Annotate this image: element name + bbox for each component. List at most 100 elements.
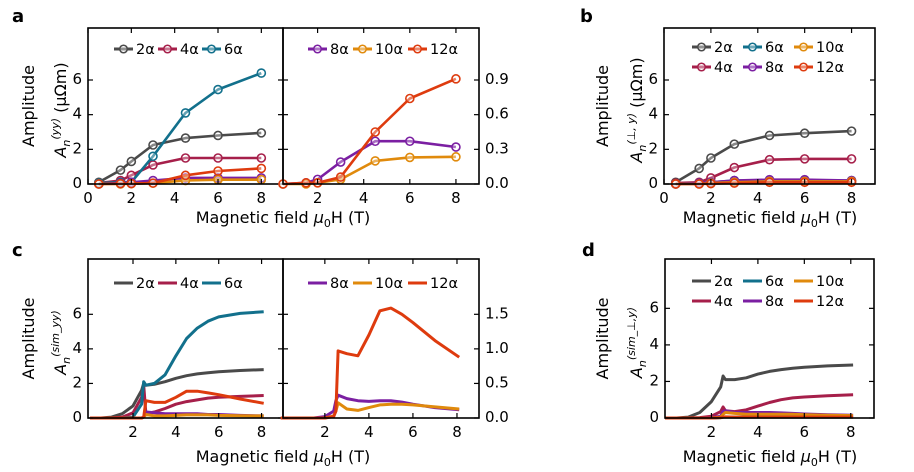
data-point-12α — [256, 163, 267, 174]
legend-item-2α: 2α — [114, 42, 155, 58]
data-point-8α — [335, 157, 346, 167]
legend: 2α 4α 6α — [114, 42, 243, 58]
panel-c-left: 2 4 6 8 0 2 4 6 Amplitude An(sim_yy) 2α 4α 6α — [19, 258, 284, 441]
panel-letter-d: d — [582, 240, 595, 261]
y-tick-label: 6 — [648, 70, 658, 88]
data-point-8α — [405, 136, 415, 147]
data-point-12α — [405, 93, 415, 104]
legend-marker — [357, 44, 368, 54]
x-tick-label: 8 — [257, 189, 267, 207]
panel-a-left: 0 2 4 6 8 0 2 4 6 Amplitude An(yy) (μΩm) 2α 4α 6α — [19, 27, 284, 207]
panel-b: 0 2 4 6 8 0 2 4 6 Amplitude An(⊥, y) (μΩm) 2α 6α 10α 4… — [593, 27, 876, 207]
legend-marker — [312, 44, 323, 54]
x-tick-label: 0 — [659, 189, 669, 207]
data-point-2α — [180, 133, 191, 143]
legend: 2α 6α 10α 4α 8α 12α — [692, 274, 844, 310]
data-point-4α — [148, 160, 158, 170]
series-line-2α — [675, 129, 852, 184]
legend-item-2α: 2α — [692, 274, 733, 290]
y-tick-label: 0.5 — [485, 373, 509, 391]
y-tick-label: 6 — [649, 298, 659, 316]
x-tick-label: 8 — [847, 189, 857, 207]
legend-label: 12α — [430, 276, 458, 292]
legend-label: 10α — [375, 276, 403, 292]
legend-item-6α: 6α — [202, 42, 243, 58]
x-tick-label: 2 — [707, 423, 717, 441]
legend-item-12α: 12α — [794, 60, 844, 76]
y-axis-symbol: An(⊥, y) (μΩm) — [625, 57, 649, 163]
legend: 8α 10α 12α — [308, 276, 458, 292]
legend-item-8α: 8α — [308, 276, 349, 292]
legend-label: 8α — [765, 294, 784, 310]
y-axis-label: Amplitude — [593, 298, 612, 380]
y-tick-label: 6 — [72, 70, 82, 88]
legend-label: 2α — [714, 274, 733, 290]
legend-label: 12α — [816, 294, 844, 310]
legend-marker — [798, 62, 809, 72]
legend-item-8α: 8α — [743, 294, 784, 310]
axes-frame — [282, 258, 480, 419]
x-tick-label: 8 — [257, 423, 267, 441]
legend-label: 10α — [816, 40, 844, 56]
series-line-2α — [665, 363, 854, 420]
y-tick-label: 6 — [72, 304, 82, 322]
y-tick-label: 4 — [649, 335, 659, 353]
legend-item-4α: 4α — [692, 294, 733, 310]
data-point-4α — [729, 162, 740, 173]
legend-label: 8α — [330, 276, 349, 292]
legend-marker — [412, 44, 423, 54]
panel-a-right: 2 4 6 8 0.0 0.3 0.6 0.9 8α 10α 12α — [278, 27, 509, 207]
x-tick-label: 8 — [451, 189, 461, 207]
legend-marker — [162, 44, 173, 54]
data-point-4α — [180, 153, 191, 163]
y-axis-label: Amplitude — [19, 298, 38, 380]
y-tick-label: 2 — [648, 139, 658, 157]
data-point-12α — [180, 170, 191, 181]
legend-item-12α: 12α — [794, 294, 844, 310]
y-axis-label: Amplitude — [19, 65, 38, 147]
x-tick-label: 4 — [359, 189, 369, 207]
data-point-12α — [729, 178, 740, 188]
data-point-6α — [256, 68, 267, 78]
legend-item-10α: 10α — [353, 276, 403, 292]
y-tick-label: 0 — [649, 408, 659, 426]
x-tick-label: 8 — [452, 423, 462, 441]
data-point-10α — [451, 152, 461, 162]
x-tick-label: 4 — [753, 423, 763, 441]
x-tick-label: 2 — [128, 423, 138, 441]
y-axis-symbol: An(yy) (μΩm) — [49, 62, 73, 158]
legend-marker — [747, 62, 758, 72]
data-point-2α — [213, 130, 223, 141]
data-point-2α — [799, 128, 810, 139]
y-tick-label: 0 — [72, 174, 82, 192]
data-point-12α — [451, 74, 461, 84]
legend-item-6α: 6α — [743, 274, 784, 290]
x-tick-label: 4 — [753, 189, 763, 207]
x-tick-label: 4 — [171, 423, 181, 441]
data-point-2α — [706, 153, 716, 163]
x-tick-label: 6 — [405, 189, 415, 207]
legend-marker — [206, 44, 217, 54]
axes-frame — [282, 27, 480, 185]
data-point-2α — [115, 165, 126, 175]
x-tick-label: 6 — [213, 189, 223, 207]
legend-item-4α: 4α — [158, 42, 199, 58]
panel-d: 2 4 6 8 0 2 4 6 Amplitude An(sim_⊥,y) 2α 6α 10α 4α 8α 1… — [593, 258, 875, 441]
legend-label: 2α — [136, 42, 155, 58]
data-point-12α — [335, 172, 346, 182]
x-tick-label: 6 — [214, 423, 224, 441]
legend-label: 10α — [375, 42, 403, 58]
legend-label: 2α — [136, 276, 155, 292]
data-point-4α — [256, 153, 267, 163]
x-axis-label: Magnetic field μ0H (T) — [683, 208, 858, 230]
data-point-8α — [451, 142, 461, 152]
x-tick-label: 0 — [83, 189, 93, 207]
y-axis-symbol: An(sim_yy) — [49, 310, 73, 376]
legend-label: 4α — [180, 42, 199, 58]
data-point-12α — [764, 177, 775, 188]
x-axis-label: Magnetic field μ0H (T) — [683, 447, 858, 469]
y-tick-label: 0.3 — [485, 139, 509, 157]
data-point-10α — [405, 152, 415, 163]
legend-label: 6α — [765, 274, 784, 290]
